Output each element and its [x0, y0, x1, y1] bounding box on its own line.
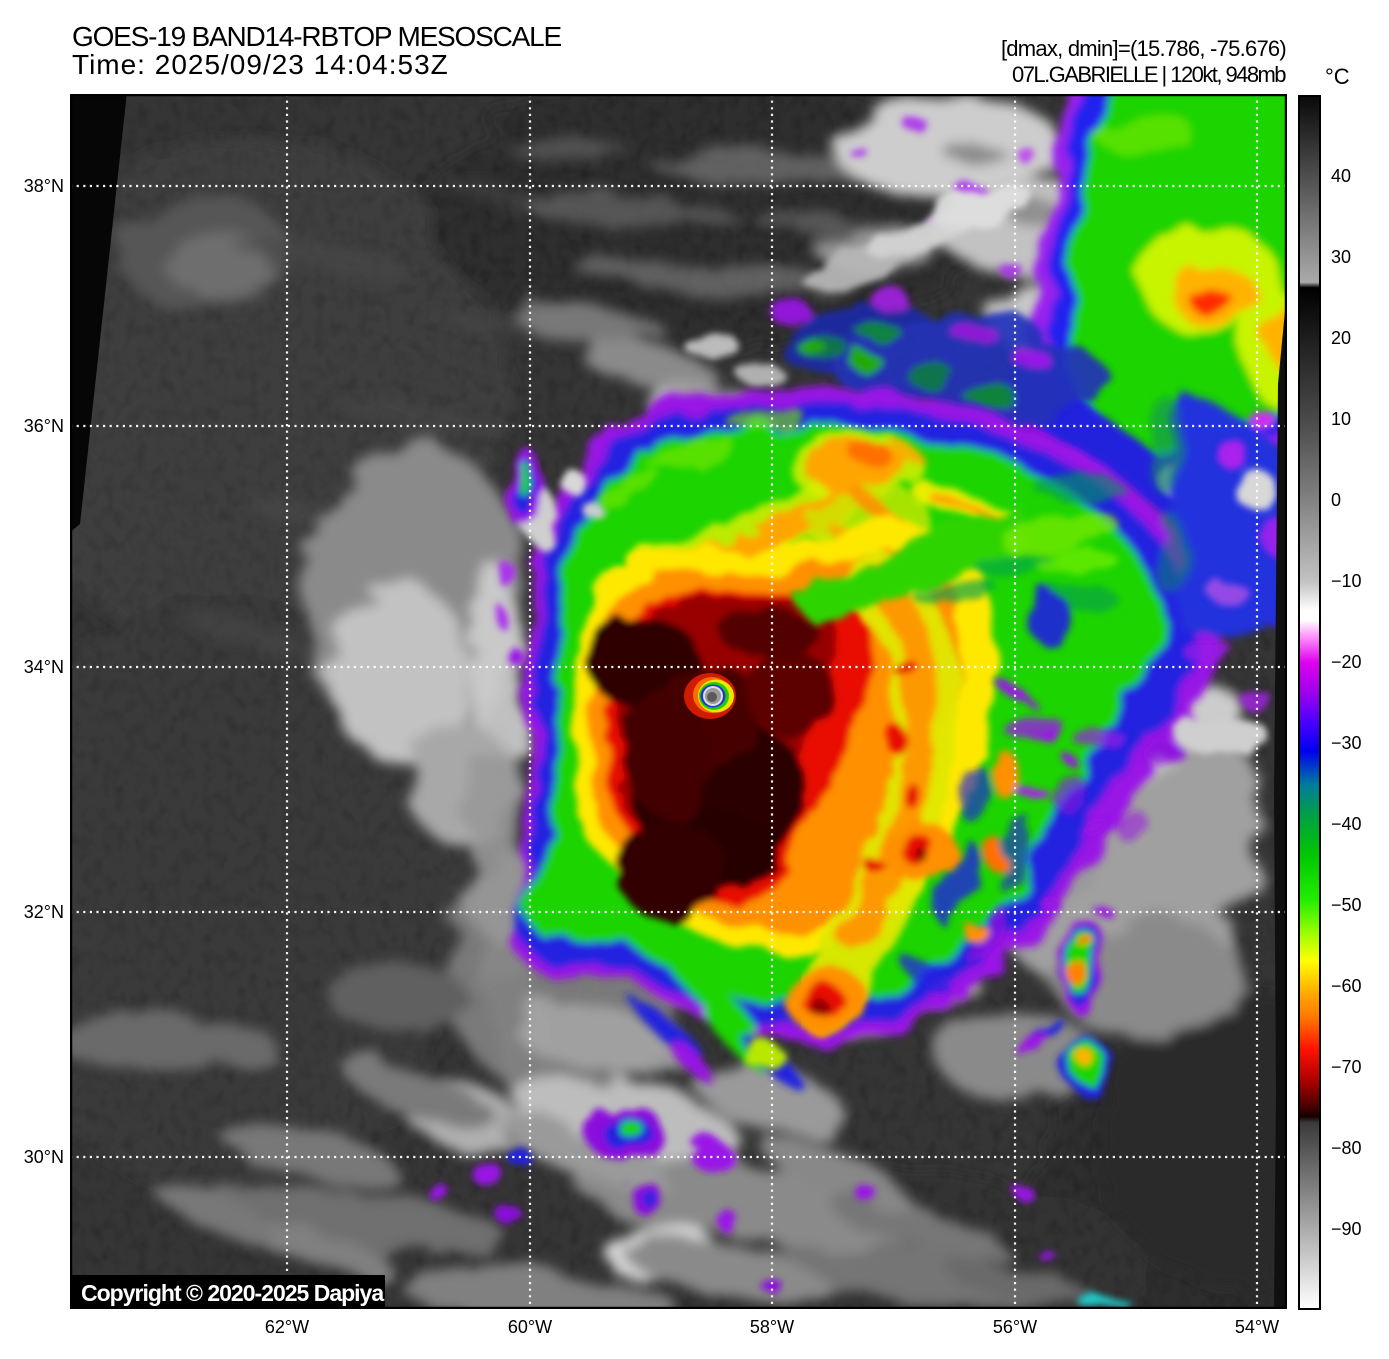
svg-text:Copyright © 2020-2025 Dapiya: Copyright © 2020-2025 Dapiya	[81, 1280, 384, 1306]
